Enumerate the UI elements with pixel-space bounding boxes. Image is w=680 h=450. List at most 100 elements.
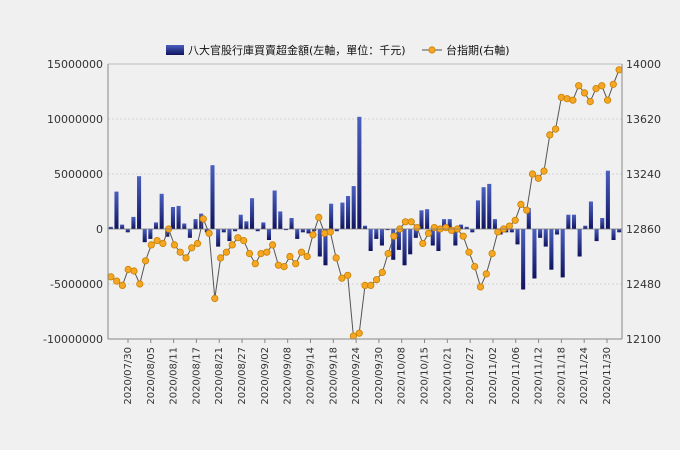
bar: [210, 165, 215, 229]
line-point: [580, 89, 589, 97]
x-tick-label: 2020/11/02: [488, 347, 499, 405]
index-line: [110, 69, 620, 337]
bar: [402, 229, 407, 266]
line-point: [170, 241, 178, 249]
bar: [368, 229, 373, 251]
x-axis-ticks: 2020/07/30 2020/08/05 2020/08/11 2020/08/17…: [123, 339, 613, 405]
line-point: [217, 254, 225, 262]
bar: [408, 229, 413, 255]
legend-bar-swatch: [166, 45, 184, 55]
line-point: [303, 252, 311, 261]
line-point: [182, 254, 190, 262]
line-point: [482, 270, 490, 278]
bar: [458, 224, 464, 229]
line-point: [528, 170, 537, 178]
bar: [374, 229, 379, 239]
line-point: [523, 206, 531, 214]
line-point: [592, 85, 600, 93]
line-point: [459, 232, 467, 240]
bar: [470, 229, 475, 233]
bar: [487, 183, 492, 229]
x-tick-label: 2020/11/18: [556, 347, 567, 405]
x-tick-label: 2020/10/15: [420, 347, 431, 405]
line-point: [292, 260, 300, 268]
line-point: [147, 241, 155, 249]
bar: [594, 229, 599, 242]
bar: [600, 218, 605, 229]
bar: [238, 214, 243, 229]
line-point: [228, 241, 236, 249]
axes: [107, 63, 623, 340]
bar: [323, 229, 328, 266]
line-point: [598, 82, 606, 90]
bar: [396, 229, 401, 250]
line-point: [222, 248, 230, 256]
line-point: [268, 241, 277, 249]
legend: 八大官股行庫買賣超金額(左軸，單位：千元) 台指期(右軸): [166, 43, 510, 57]
bar: [176, 205, 181, 229]
x-tick-label: 2020/08/21: [214, 347, 225, 405]
line-point: [546, 131, 554, 139]
bar: [233, 229, 238, 232]
bar: [481, 187, 486, 229]
bar: [515, 229, 520, 245]
line-point: [113, 277, 121, 285]
legend-line-marker: [428, 46, 436, 54]
left-axis-ticks: 15000000 10000000 5000000 0 -5000000 -1000000…: [43, 58, 103, 346]
bar: [425, 209, 430, 229]
bar: [532, 229, 537, 279]
x-tick-label: 2020/08/05: [146, 347, 157, 405]
bar: [255, 229, 260, 232]
x-tick-label: 2020/11/24: [579, 347, 590, 405]
bar-series: [108, 116, 622, 290]
bar: [306, 229, 311, 234]
line-point: [505, 222, 513, 230]
right-axis-tick-label: 14000: [626, 58, 661, 71]
bar: [346, 196, 351, 229]
line-point: [372, 276, 381, 284]
x-tick-label: 2020/10/08: [397, 347, 408, 405]
bar: [221, 229, 226, 233]
bar: [187, 229, 192, 238]
bar: [148, 229, 153, 239]
bar: [475, 200, 480, 229]
line-point: [257, 250, 265, 258]
right-axis-tick-label: 13620: [626, 113, 661, 126]
line-point: [153, 237, 161, 245]
line-point: [326, 228, 334, 236]
bar: [611, 229, 616, 240]
bar: [509, 229, 514, 233]
line-point: [315, 213, 323, 221]
bar: [419, 210, 424, 229]
bar: [430, 229, 435, 246]
bar: [464, 226, 469, 229]
bar: [261, 222, 266, 229]
line-point: [130, 267, 138, 275]
line-point: [309, 231, 317, 239]
line-point: [280, 262, 288, 271]
x-tick-label: 2020/09/02: [260, 347, 271, 405]
line-series: [107, 66, 623, 340]
bar: [617, 229, 622, 233]
bar: [357, 116, 362, 229]
bar: [442, 219, 447, 229]
line-point: [199, 215, 207, 223]
bar: [272, 190, 277, 229]
bar: [583, 225, 588, 229]
line-point: [384, 250, 392, 258]
bar: [182, 223, 187, 229]
bar: [153, 222, 159, 229]
bar: [317, 229, 322, 257]
legend-line-label: 台指期(右軸): [446, 43, 510, 57]
right-axis-tick-label: 13240: [626, 168, 661, 181]
left-axis-tick-label: 15000000: [47, 58, 103, 71]
x-tick-label: 2020/08/17: [191, 347, 202, 405]
bar: [549, 229, 554, 270]
line-point: [245, 250, 254, 258]
bar: [193, 219, 198, 229]
bar: [555, 229, 560, 235]
line-point: [297, 248, 306, 256]
bar: [362, 225, 368, 229]
line-point: [107, 273, 115, 281]
